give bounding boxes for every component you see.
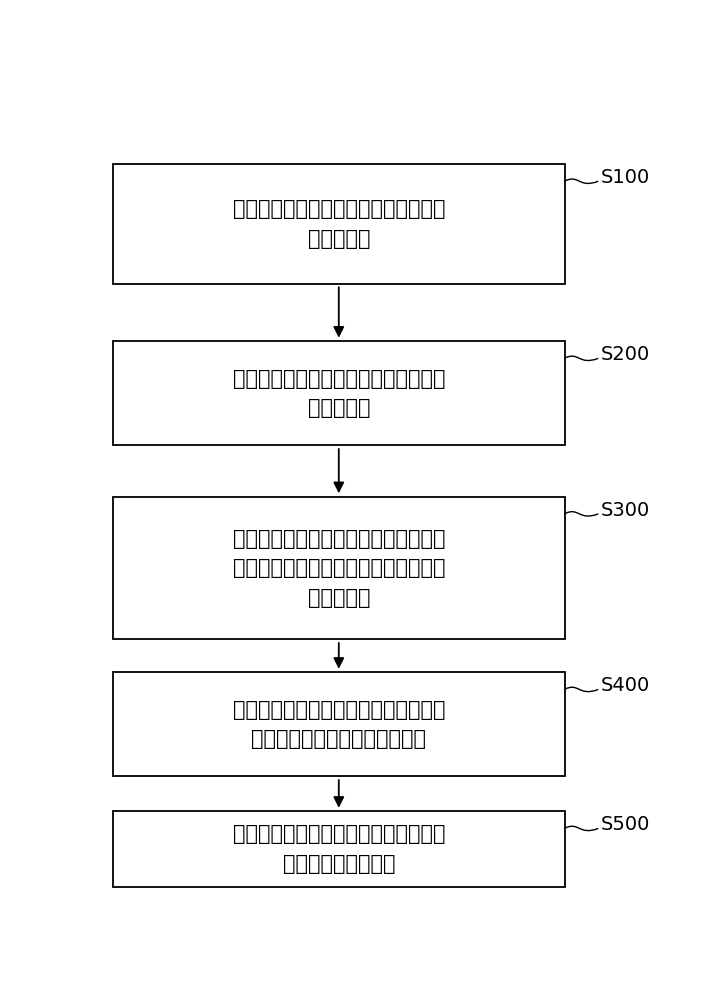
- Text: S300: S300: [601, 501, 650, 520]
- Text: S500: S500: [601, 815, 650, 834]
- Text: 所述位移转向组件带动所述滑移组件同
步水平移动: 所述位移转向组件带动所述滑移组件同 步水平移动: [232, 369, 445, 418]
- Bar: [113, 164, 565, 284]
- Bar: [113, 497, 565, 639]
- Text: 所述滑移组件对所述弹簧施加载荷，并
作用于所述变形梁上以使所述变形梁发
生弯曲变形: 所述滑移组件对所述弹簧施加载荷，并 作用于所述变形梁上以使所述变形梁发 生弯曲变…: [232, 529, 445, 608]
- Text: S100: S100: [601, 168, 650, 187]
- Text: S400: S400: [601, 676, 650, 695]
- Bar: [113, 811, 565, 887]
- Text: 建立所述探测元件的输出量与所述测绳
的位移量之间的关系: 建立所述探测元件的输出量与所述测绳 的位移量之间的关系: [232, 824, 445, 874]
- Text: 所述探测元件对所述变形梁产生的应变
进行探测，并通过采集设备输出: 所述探测元件对所述变形梁产生的应变 进行探测，并通过采集设备输出: [232, 700, 445, 749]
- Bar: [113, 672, 565, 776]
- Bar: [113, 341, 565, 445]
- Text: S200: S200: [601, 345, 650, 364]
- Text: 测绳在被测物体牵引下带动所述位移转
向组件旋转: 测绳在被测物体牵引下带动所述位移转 向组件旋转: [232, 199, 445, 249]
